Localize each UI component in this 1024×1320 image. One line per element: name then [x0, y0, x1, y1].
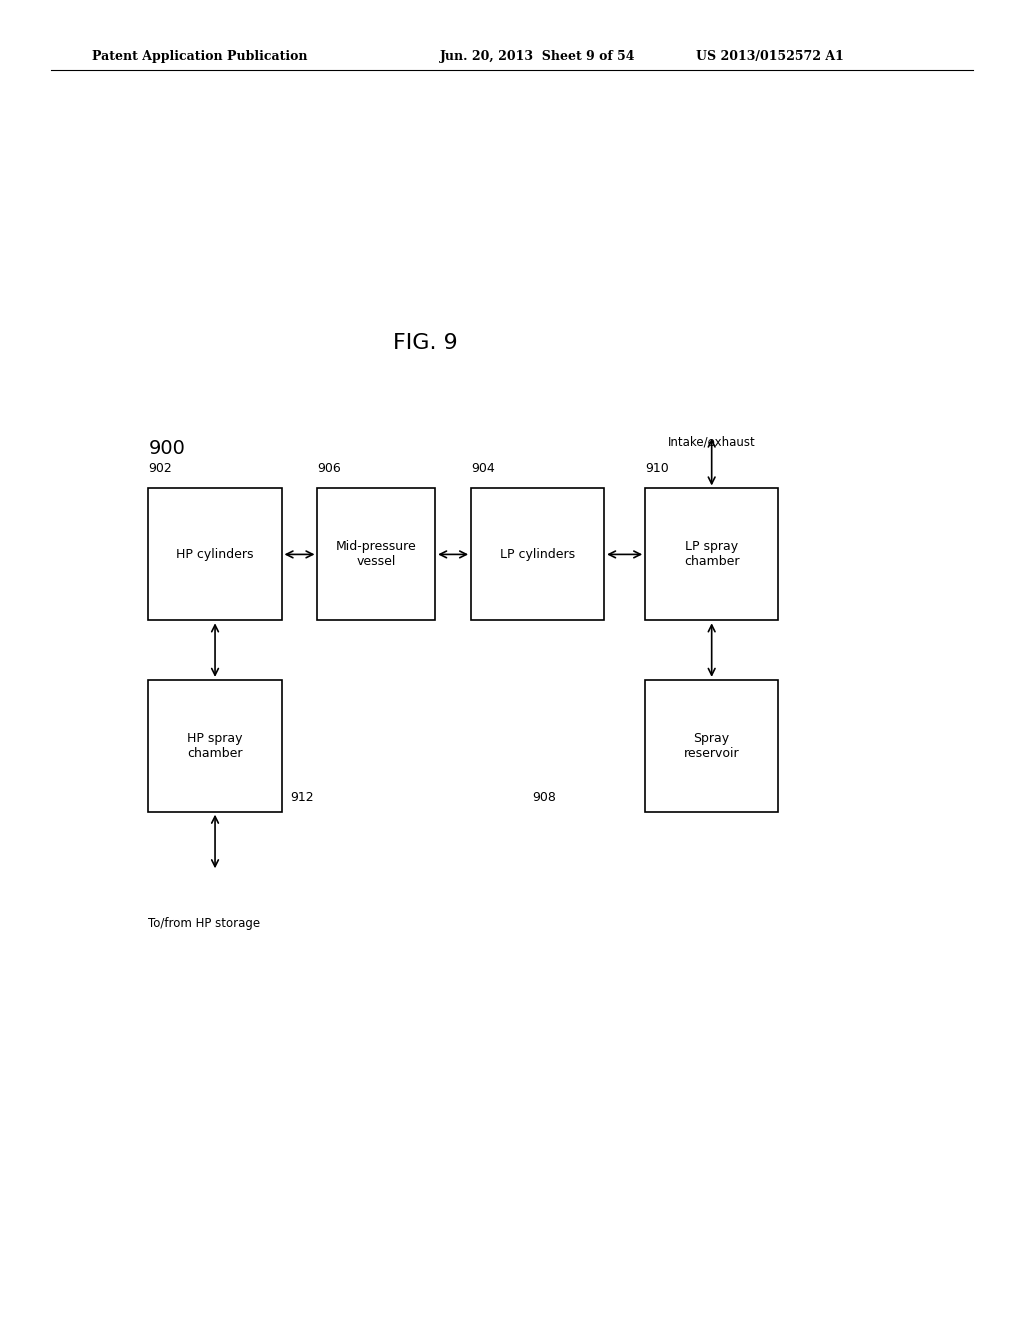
Text: US 2013/0152572 A1: US 2013/0152572 A1 — [696, 50, 844, 63]
Text: Mid-pressure
vessel: Mid-pressure vessel — [336, 540, 417, 569]
Text: Intake/exhaust: Intake/exhaust — [668, 436, 756, 449]
Text: 904: 904 — [471, 462, 495, 475]
Text: 900: 900 — [148, 440, 185, 458]
Text: HP spray
chamber: HP spray chamber — [187, 731, 243, 760]
Text: Jun. 20, 2013  Sheet 9 of 54: Jun. 20, 2013 Sheet 9 of 54 — [440, 50, 636, 63]
Text: 912: 912 — [290, 791, 313, 804]
Text: HP cylinders: HP cylinders — [176, 548, 254, 561]
Text: 906: 906 — [317, 462, 341, 475]
Text: To/from HP storage: To/from HP storage — [148, 917, 260, 931]
Text: LP spray
chamber: LP spray chamber — [684, 540, 739, 569]
Text: 908: 908 — [532, 791, 556, 804]
Text: 910: 910 — [645, 462, 669, 475]
Text: Spray
reservoir: Spray reservoir — [684, 731, 739, 760]
Text: LP cylinders: LP cylinders — [500, 548, 575, 561]
Text: Patent Application Publication: Patent Application Publication — [92, 50, 307, 63]
Text: 902: 902 — [148, 462, 172, 475]
Text: FIG. 9: FIG. 9 — [392, 333, 458, 354]
